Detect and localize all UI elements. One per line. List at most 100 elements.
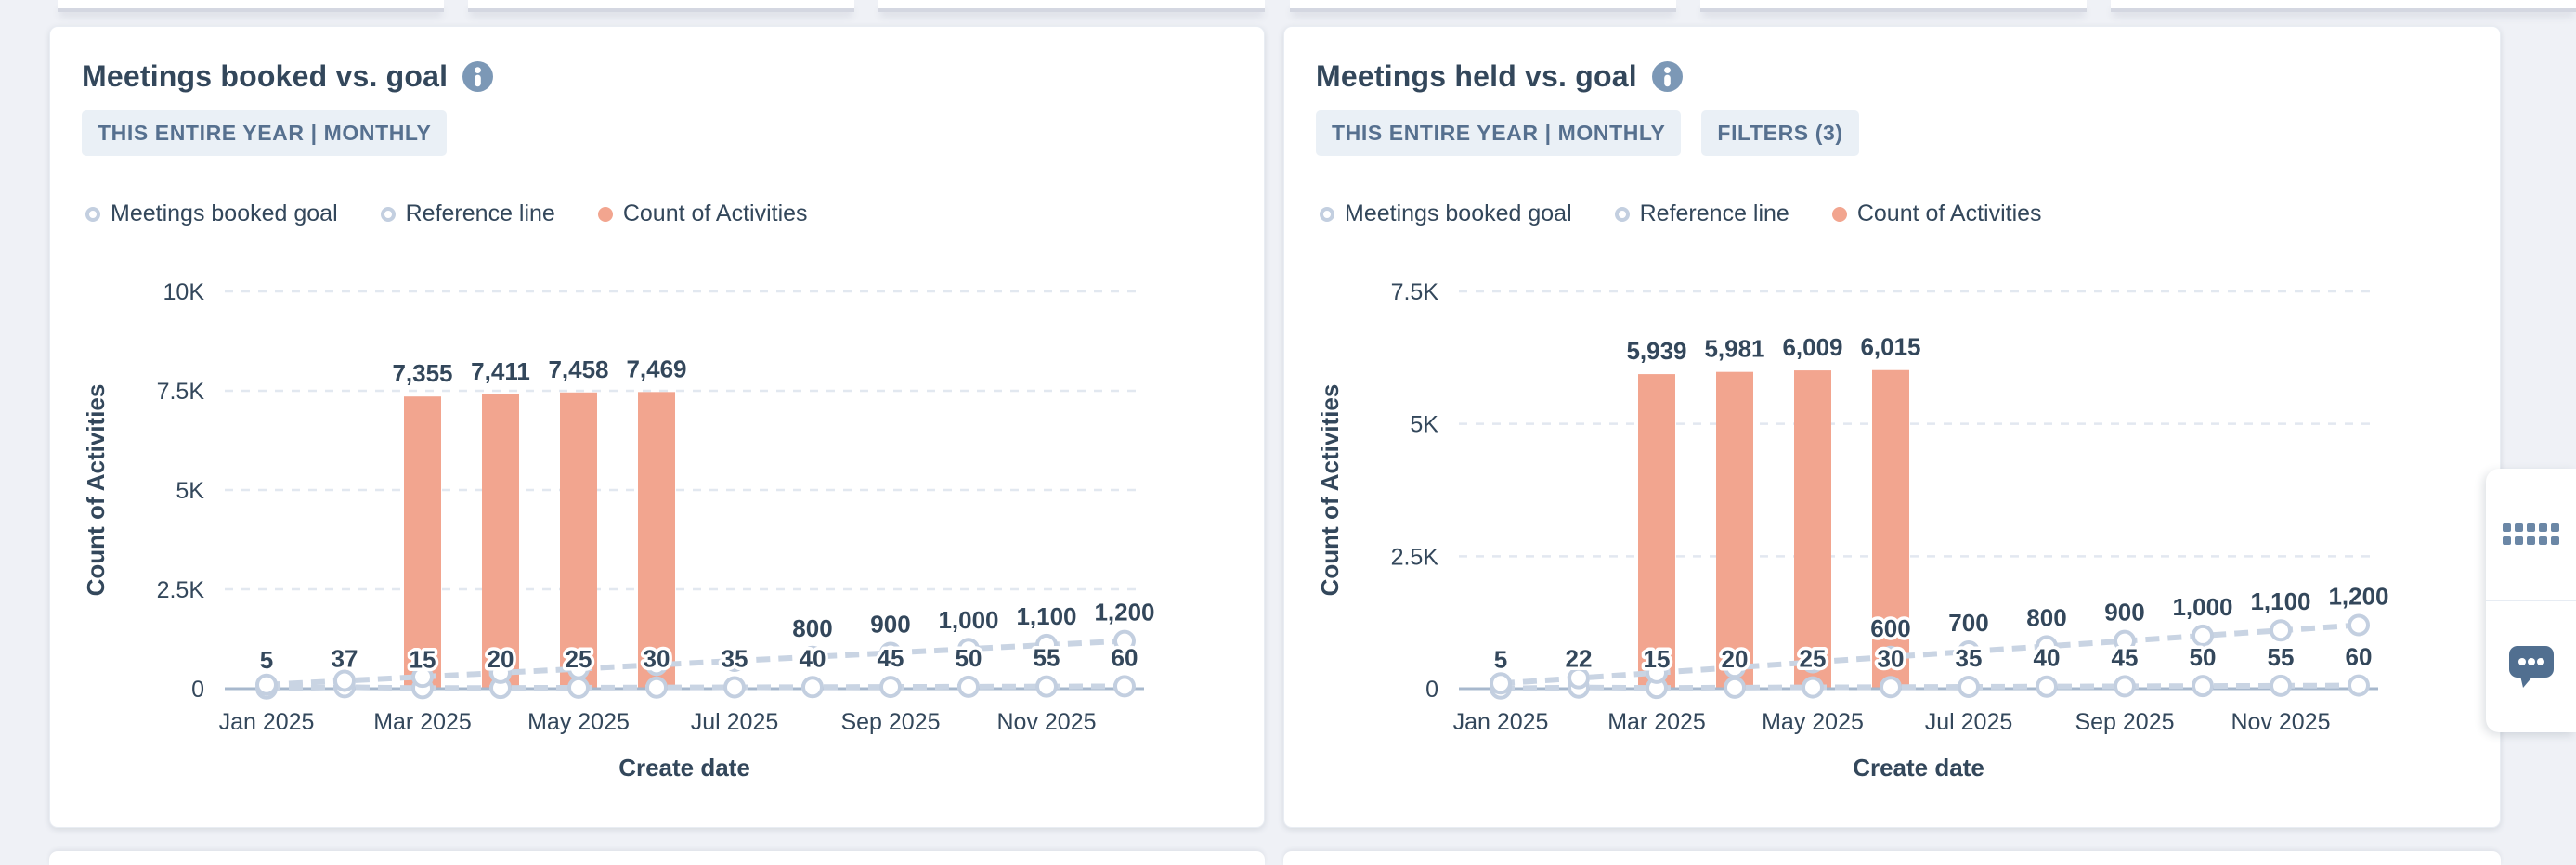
data-label: 5 — [260, 646, 273, 674]
line-marker[interactable] — [1958, 676, 1980, 699]
line-marker[interactable] — [489, 661, 512, 684]
bar[interactable] — [638, 392, 675, 689]
line-marker[interactable] — [2036, 675, 2058, 698]
bar[interactable] — [1794, 370, 1831, 689]
y-axis-title: Count of Activities — [82, 384, 110, 597]
legend-label: Count of Activities — [622, 200, 808, 226]
line-marker[interactable] — [801, 645, 824, 668]
bar[interactable] — [404, 396, 441, 689]
date-range-badge[interactable]: THIS ENTIRE YEAR | MONTHLY — [1316, 110, 1682, 156]
line-marker[interactable] — [2114, 629, 2136, 652]
legend-item-reference-line[interactable]: Reference line — [380, 200, 555, 227]
chart-canvas-meetings-held[interactable]: 0 2.5K 5K 7.5K 5,939 5,981 6,009 6,015 5 22 15 20 25… — [1310, 254, 2462, 788]
line-marker[interactable] — [645, 653, 668, 677]
data-label: 5,939 — [1626, 337, 1686, 365]
report-card-meetings-held: Meetings held vs. goal THIS ENTIRE YEAR … — [1283, 26, 2501, 828]
line-marker[interactable] — [723, 676, 746, 699]
line-marker[interactable] — [1113, 675, 1136, 698]
line-marker[interactable] — [2348, 674, 2370, 697]
line-marker[interactable] — [1646, 661, 1668, 684]
y-tick-label: 2.5K — [1391, 544, 1439, 570]
chat-icon — [2508, 646, 2554, 688]
date-range-badge[interactable]: THIS ENTIRE YEAR | MONTHLY — [82, 110, 448, 156]
above-row-card-edge — [58, 0, 444, 12]
line-marker[interactable] — [1880, 645, 1902, 668]
line-marker[interactable] — [333, 669, 356, 692]
y-tick-label: 5K — [176, 478, 204, 504]
line-marker[interactable] — [567, 676, 590, 699]
line-marker[interactable] — [1958, 640, 1980, 664]
chart-canvas-meetings-booked[interactable]: 0 2.5K 5K 7.5K 10K 7,355 7,411 7,458 7,469 5 37 15 2… — [76, 254, 1228, 788]
line-marker[interactable] — [2036, 635, 2058, 658]
chart-area: 0 2.5K 5K 7.5K 5,939 5,981 6,009 6,015 5 22 15 20 25… — [1310, 254, 2500, 788]
legend-label: Meetings booked goal — [1345, 200, 1572, 226]
line-marker[interactable] — [1035, 633, 1058, 656]
bar[interactable] — [560, 392, 597, 689]
data-label: 5 — [1494, 646, 1507, 674]
bar[interactable] — [482, 394, 519, 689]
line-marker[interactable] — [2192, 675, 2214, 698]
line-marker[interactable] — [1490, 672, 1512, 695]
data-label: 6,009 — [1782, 333, 1842, 361]
data-label: 800 — [792, 614, 832, 642]
ring-marker-icon — [380, 206, 396, 222]
line-marker[interactable] — [645, 676, 668, 699]
line-marker[interactable] — [879, 641, 902, 665]
x-tick-label: Sep 2025 — [2075, 709, 2174, 735]
line-marker[interactable] — [1568, 666, 1590, 690]
chart-area: 0 2.5K 5K 7.5K 10K 7,355 7,411 7,458 7,469 5 37 15 2… — [76, 254, 1264, 788]
line-marker[interactable] — [1035, 675, 1058, 698]
data-label: 5,981 — [1704, 335, 1764, 363]
info-icon[interactable] — [1651, 60, 1683, 92]
x-tick-label: Jul 2025 — [691, 709, 779, 735]
panel-grid-button[interactable] — [2486, 469, 2576, 601]
legend-item-count-of-activities[interactable]: Count of Activities — [597, 200, 808, 227]
above-row-card-edge — [878, 0, 1265, 12]
below-row-card-edge — [1283, 851, 2501, 865]
y-tick-label: 2.5K — [157, 577, 205, 603]
line-marker[interactable] — [2270, 619, 2292, 642]
legend-item-count-of-activities[interactable]: Count of Activities — [1831, 200, 2042, 227]
legend-item-reference-line[interactable]: Reference line — [1614, 200, 1789, 227]
line-marker[interactable] — [411, 665, 434, 689]
info-icon[interactable] — [462, 60, 494, 92]
badges-row: THIS ENTIRE YEAR | MONTHLY — [82, 110, 1264, 156]
line-marker[interactable] — [1802, 651, 1824, 674]
line-marker[interactable] — [2270, 674, 2292, 697]
legend-item-meetings-booked-goal[interactable]: Meetings booked goal — [1320, 200, 1572, 227]
card-header: Meetings held vs. goal — [1316, 55, 2500, 97]
line-marker[interactable] — [957, 675, 980, 698]
legend-label: Reference line — [405, 200, 555, 226]
line-marker[interactable] — [1113, 629, 1136, 652]
y-tick-label: 7.5K — [157, 379, 205, 405]
bar[interactable] — [1638, 374, 1675, 689]
card-title: Meetings booked vs. goal — [82, 58, 449, 93]
data-label: 25 — [1800, 645, 1827, 673]
line-marker[interactable] — [879, 676, 902, 699]
filters-badge[interactable]: FILTERS (3) — [1701, 110, 1859, 156]
line-marker[interactable] — [2192, 624, 2214, 647]
line-marker[interactable] — [723, 650, 746, 673]
data-label: 1,100 — [1016, 602, 1076, 630]
data-label: 25 — [566, 645, 592, 673]
line-marker[interactable] — [2114, 675, 2136, 698]
y-tick-label: 5K — [1410, 412, 1438, 438]
line-marker[interactable] — [1724, 676, 1746, 699]
data-label: 7,355 — [392, 359, 452, 387]
panel-chat-button[interactable] — [2486, 601, 2576, 732]
line-marker[interactable] — [255, 673, 278, 696]
line-marker[interactable] — [2348, 613, 2370, 637]
line-marker[interactable] — [1724, 656, 1746, 679]
line-marker[interactable] — [1802, 676, 1824, 699]
bar[interactable] — [1716, 371, 1753, 689]
bar[interactable] — [1872, 369, 1909, 689]
line-marker[interactable] — [567, 657, 590, 680]
data-label: 15 — [1644, 645, 1671, 673]
chart-legend: Meetings booked goal Reference line Coun… — [1320, 200, 2500, 227]
legend-item-meetings-booked-goal[interactable]: Meetings booked goal — [85, 200, 338, 227]
line-marker[interactable] — [801, 676, 824, 699]
data-label: 20 — [488, 645, 514, 673]
line-marker[interactable] — [1880, 676, 1902, 699]
line-marker[interactable] — [957, 638, 980, 661]
